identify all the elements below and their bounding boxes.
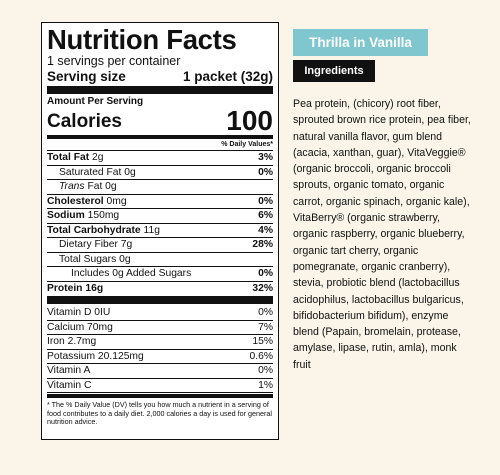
vitamin-label: Vitamin A [47,365,91,376]
nutrient-dv: 0% [258,268,273,279]
nutrient-dv: 6% [258,210,273,221]
calories-row: Calories 100 [47,105,273,136]
ingredients-text: Pea protein, (chicory) root fiber, sprou… [293,98,471,371]
ingredients-heading: Ingredients [293,60,375,82]
daily-value-footnote: * The % Daily Value (DV) tells you how m… [47,400,272,426]
vitamin-dv: 15% [252,336,273,347]
nutrient-row-added-sugars: Includes 0g Added Sugars 0% [47,267,273,282]
divider-thick [47,86,273,94]
vitamin-label: Potassium 20.125mg [47,350,144,362]
nutrient-row-trans-fat: Trans Fat 0g [47,180,273,195]
serving-size-row: Serving size 1 packet (32g) [47,69,273,85]
nutrient-amount: 150mg [87,210,120,221]
nutrient-row-dietary-fiber: Dietary Fiber 7g 28% [47,238,273,253]
nutrient-label: Trans [59,181,85,192]
nutrient-amount: 11g [143,224,160,236]
nutrient-label: Total Sugars 0g [59,253,131,265]
vitamin-label: Iron 2.7mg [47,336,97,347]
nutrition-facts-title: Nutrition Facts [47,24,237,55]
nutrient-label: Protein [47,282,83,294]
nutrient-row-total-carbohydrate: Total Carbohydrate 11g 4% [47,224,273,238]
vitamin-dv: 7% [258,321,273,333]
nutrient-label: Saturated Fat 0g [59,166,136,178]
vitamin-row-potassium: Potassium 20.125mg 0.6% [47,350,273,364]
nutrient-label: Dietary Fiber 7g [59,239,133,250]
nutrient-amount: 0mg [106,195,127,207]
vitamin-row-vitamin-c: Vitamin C 1% [47,379,273,393]
vitamin-label: Calcium 70mg [47,321,113,333]
vitamin-dv: 0% [258,307,273,318]
serving-size-value: 1 packet (32g) [182,69,273,84]
nutrient-row-sodium: Sodium 150mg 6% [47,209,273,224]
nutrient-label: Cholesterol [47,195,104,207]
nutrient-row-saturated-fat: Saturated Fat 0g 0% [47,166,273,180]
nutrient-label: Sodium [47,210,85,221]
vitamin-label: Vitamin D 0IU [47,307,111,318]
daily-values-header: % Daily Values* [47,140,273,151]
calories-value: 100 [226,105,273,136]
nutrient-amount: 16g [85,282,104,294]
nutrient-amount: 2g [92,152,104,163]
vitamin-row-vitamin-a: Vitamin A 0% [47,364,273,379]
servings-per-container: 1 servings per container [47,54,181,68]
nutrient-label: Total Carbohydrate [47,224,141,236]
vitamin-dv: 0% [258,365,273,376]
nutrient-dv: 0% [258,166,273,178]
nutrition-facts-label: Nutrition Facts 1 servings per container… [41,22,279,440]
nutrient-dv: 32% [252,282,273,294]
divider-medium [47,394,273,398]
product-name-badge: Thrilla in Vanilla [293,29,428,56]
nutrient-label: Total Fat [47,152,90,163]
divider-medium [47,135,273,139]
divider-thick [47,296,273,304]
serving-size-label: Serving size [47,69,126,84]
amount-per-serving: Amount Per Serving [47,96,144,107]
nutrient-dv: 0% [258,195,273,207]
nutrient-amount: Fat 0g [87,181,117,192]
nutrient-dv: 28% [252,239,273,250]
nutrient-row-total-fat: Total Fat 2g 3% [47,151,273,166]
vitamin-row-iron: Iron 2.7mg 15% [47,335,273,350]
nutrient-row-protein: Protein 16g 32% [47,282,273,296]
vitamin-row-calcium: Calcium 70mg 7% [47,321,273,335]
nutrient-row-cholesterol: Cholesterol 0mg 0% [47,195,273,209]
vitamin-row-vitamin-d: Vitamin D 0IU 0% [47,306,273,321]
nutrient-row-total-sugars: Total Sugars 0g [47,253,273,267]
vitamin-dv: 0.6% [249,350,273,362]
vitamin-label: Vitamin C [47,379,92,391]
calories-label: Calories [47,111,122,132]
nutrient-label: Includes 0g Added Sugars [71,268,192,279]
nutrient-dv: 3% [258,152,273,163]
vitamin-dv: 1% [258,379,273,391]
nutrient-dv: 4% [258,224,273,236]
